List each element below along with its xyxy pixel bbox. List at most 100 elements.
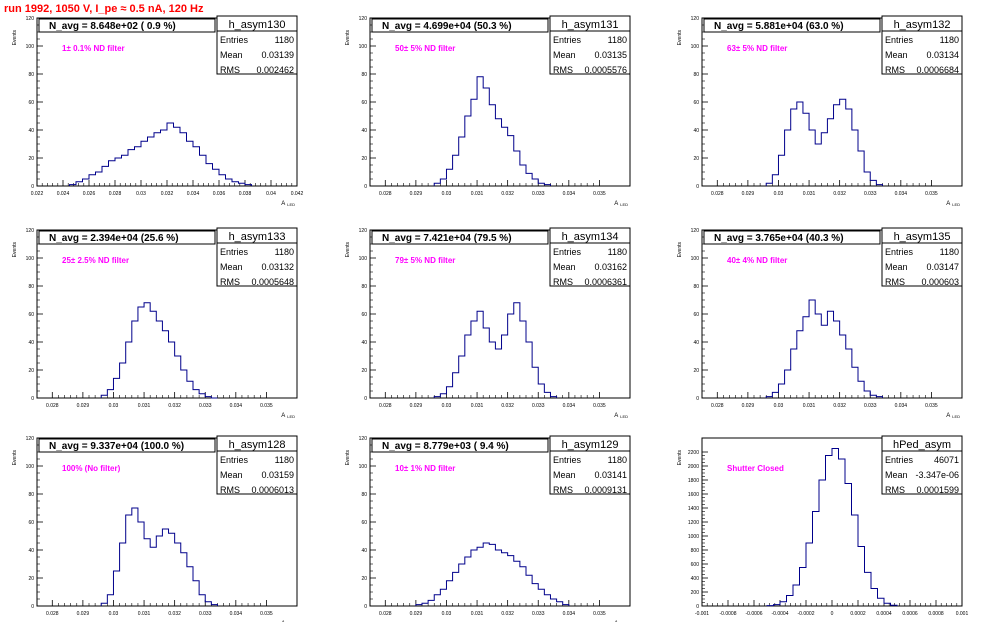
histogram-bin [205, 602, 211, 606]
histogram-bin [193, 147, 200, 186]
x-tick-label: 0.034 [563, 611, 576, 617]
y-tick-label: 40 [28, 340, 34, 346]
histogram-bin [772, 392, 778, 398]
histogram-bin [446, 169, 452, 186]
histogram-bin [109, 161, 116, 186]
histogram-bin [557, 602, 563, 606]
y-tick-label: 20 [28, 156, 34, 162]
stats-key: Entries [885, 35, 914, 45]
stats-box [881, 15, 963, 75]
histogram-bin [871, 589, 878, 607]
x-tick-label: 0.034 [187, 191, 200, 197]
histogram-bin [864, 172, 870, 186]
histogram-bin [120, 543, 126, 606]
x-tick-label: 0.03 [442, 403, 452, 409]
histogram-series-h_asym135 [765, 299, 883, 398]
x-tick-label: 0.031 [471, 403, 484, 409]
histogram-bin [520, 321, 526, 398]
stats-key: RMS [885, 485, 905, 495]
stats-value: 0.03135 [594, 50, 627, 60]
histogram-bin [187, 381, 193, 398]
x-tick-label: 0.028 [379, 403, 392, 409]
x-tick-label: 0.031 [803, 403, 816, 409]
histogram-name: h_asym134 [562, 231, 619, 243]
stats-key: Entries [220, 35, 249, 45]
histogram-bin [532, 367, 538, 398]
y-tick-label: 20 [28, 576, 34, 582]
histogram-bin [520, 165, 526, 186]
x-tick-label: 0.031 [138, 611, 151, 617]
stats-box [881, 435, 963, 495]
x-tick-label: 0.033 [864, 191, 877, 197]
histogram-panel-h_asym129: 0 20 40 60 80 100 120 0.028 0.029 0.03 0.031 0.032 0… [345, 435, 631, 622]
stats-key: Mean [885, 50, 908, 60]
histogram-bin [141, 141, 148, 186]
y-tick-label: 100 [691, 44, 700, 50]
x-tick-label: 0.034 [895, 191, 908, 197]
y-tick-label: 0 [31, 396, 34, 402]
histogram-bin [778, 155, 784, 186]
histogram-bin [440, 394, 446, 398]
histogram-bin [483, 328, 489, 398]
x-tick-label: 0.031 [138, 403, 151, 409]
histogram-bin [489, 105, 495, 186]
stats-key: Mean [885, 470, 908, 480]
stats-key: RMS [553, 65, 573, 75]
histogram-bin [834, 105, 840, 186]
stats-key: Entries [220, 247, 249, 257]
x-tick-label: 0.0006 [902, 611, 918, 617]
navg-label: N_avg = 4.699e+04 (50.3 %) [382, 21, 512, 32]
histogram-bin [864, 391, 870, 398]
histogram-bin [785, 130, 791, 186]
x-tick-label: 0.028 [46, 403, 59, 409]
histogram-bin [138, 307, 144, 398]
y-tick-label: 40 [28, 128, 34, 134]
histogram-bin [489, 342, 495, 398]
histogram-bin [538, 589, 544, 606]
histogram-bin [132, 508, 138, 606]
histogram-bin [213, 169, 220, 186]
histogram-bin [846, 109, 852, 186]
histogram-bin [514, 561, 520, 606]
filter-note: 25± 2.5% ND filter [62, 256, 129, 265]
y-tick-label: 2000 [688, 464, 699, 470]
x-tick-label: 0.029 [410, 403, 423, 409]
navg-box [38, 230, 216, 245]
histogram-bin [806, 543, 813, 606]
x-tick-label: 0.042 [291, 191, 304, 197]
stats-value: 0.000603 [921, 277, 959, 287]
histogram-bin [821, 325, 827, 398]
histogram-bin [550, 599, 556, 606]
y-tick-label: 60 [693, 312, 699, 318]
histogram-bin [126, 342, 132, 398]
x-tick-label: 0.04 [266, 191, 276, 197]
filter-note: 79± 5% ND filter [395, 256, 455, 265]
stats-key: RMS [220, 277, 240, 287]
x-tick-label: 0.029 [742, 191, 755, 197]
y-tick-label: 2200 [688, 450, 699, 456]
x-tick-label: 0.033 [864, 403, 877, 409]
histogram-bin [107, 390, 113, 398]
y-tick-label: 200 [691, 590, 700, 596]
stats-value: 0.0009131 [584, 485, 627, 495]
y-tick-label: 40 [361, 128, 367, 134]
histogram-bin [83, 179, 90, 186]
x-tick-label: 0.034 [230, 403, 243, 409]
x-tick-label: -0.001 [695, 611, 709, 617]
histogram-bin [785, 370, 791, 398]
histogram-bin [199, 595, 205, 606]
histogram-bin [495, 119, 501, 186]
stats-value: 0.03162 [594, 262, 627, 272]
navg-label: N_avg = 5.881e+04 (63.0 %) [714, 21, 844, 32]
y-tick-label: 600 [691, 562, 700, 568]
histogram-panel-h_asym130: 0 20 40 60 80 100 120 0.022 0.024 0.026 0.028 0.03 0… [12, 15, 304, 207]
stats-key: Mean [553, 50, 576, 60]
y-tick-label: 120 [359, 16, 368, 22]
filter-note: 10± 1% ND filter [395, 464, 455, 473]
stats-key: Mean [220, 470, 243, 480]
histogram-bin [852, 367, 858, 398]
histogram-bin [520, 567, 526, 606]
x-tick-label: 0.038 [239, 191, 252, 197]
x-tick-label: 0.03 [774, 191, 784, 197]
